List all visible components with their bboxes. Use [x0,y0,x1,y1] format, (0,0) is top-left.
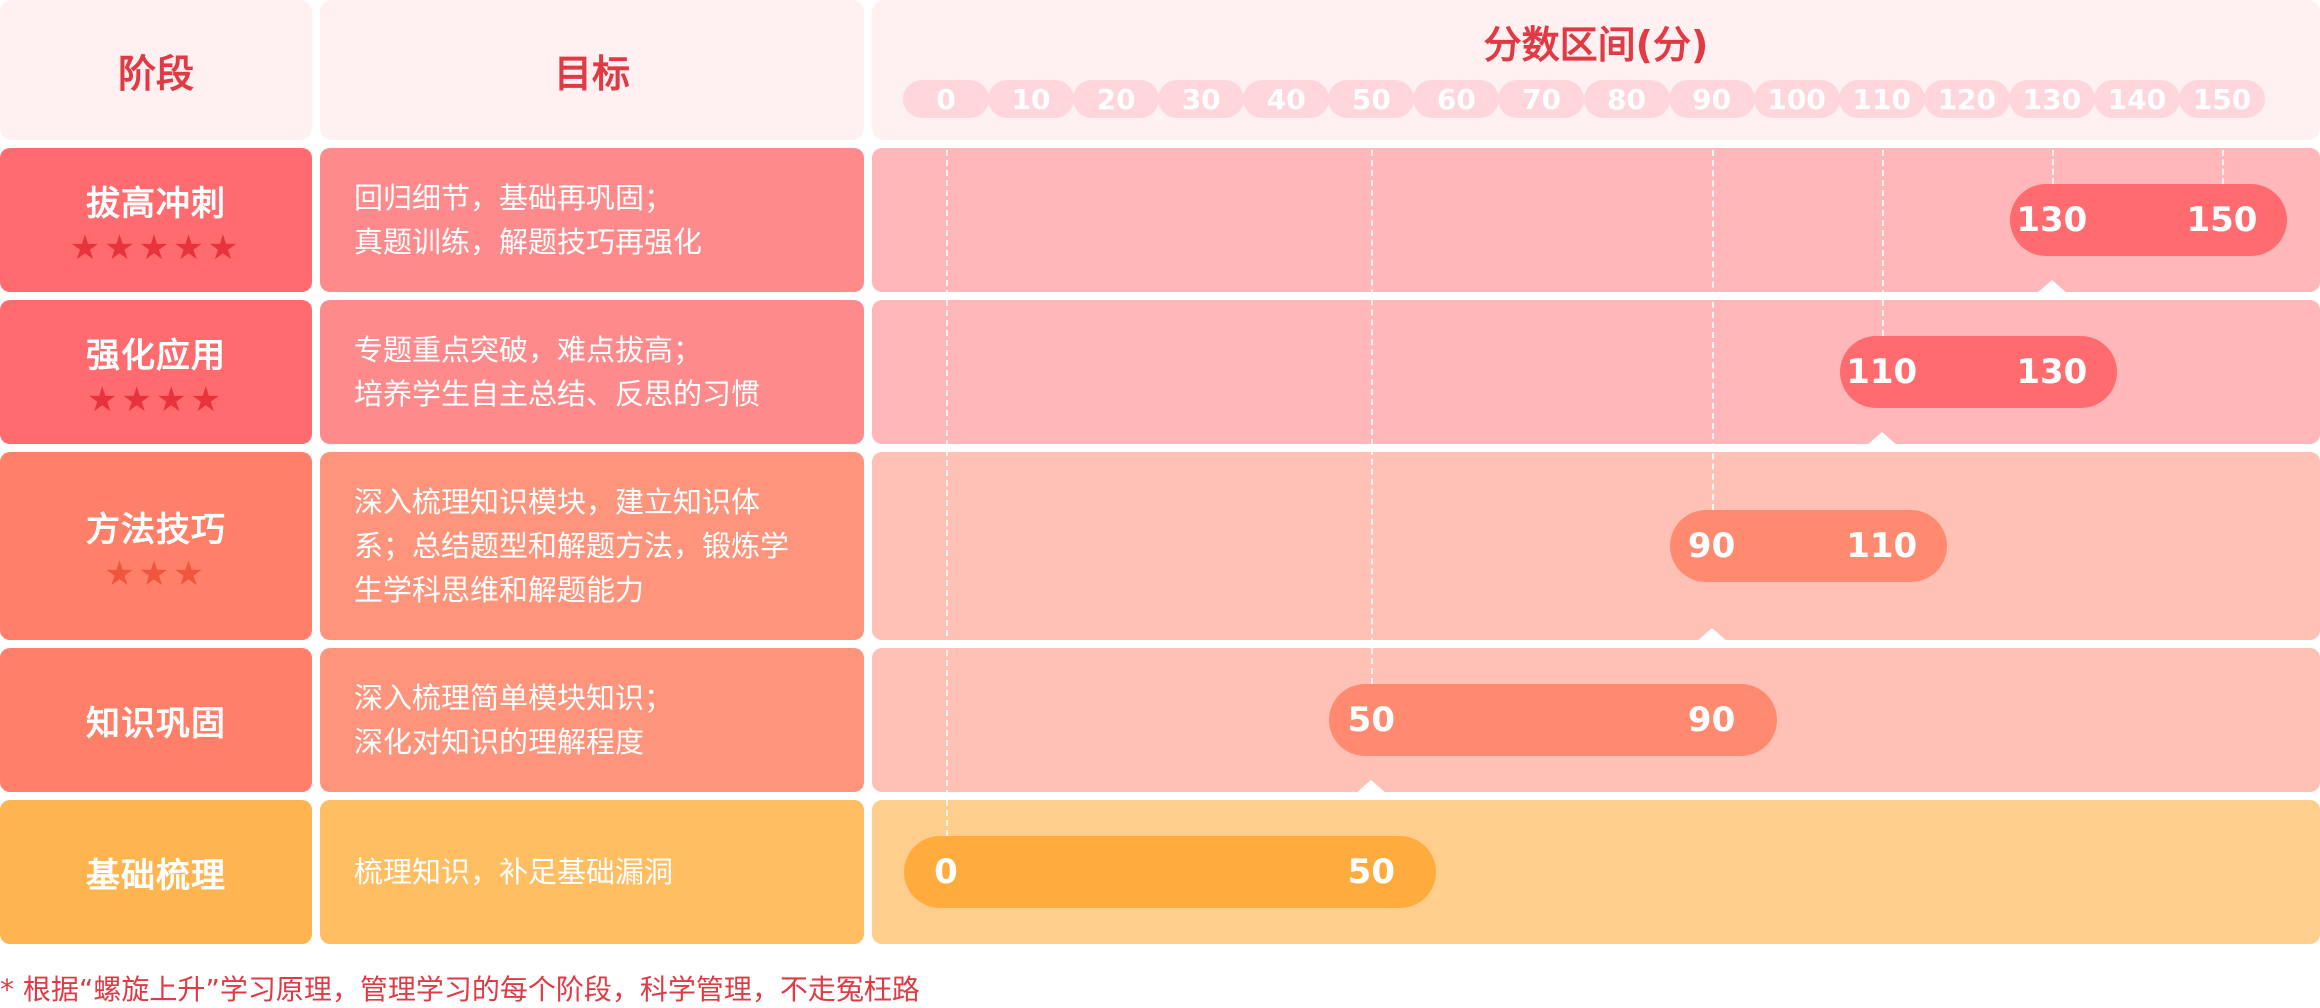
star-icon: ★ [87,379,122,420]
gridline-0 [946,150,948,836]
range-bar: 0 50 [904,836,1437,908]
bar-start-label: 0 [934,852,958,892]
bar-end-label: 110 [1846,526,1918,566]
axis-tick-10: 10 [988,80,1075,118]
bar-end-label: 90 [1687,700,1736,740]
axis-tick-90: 90 [1668,80,1755,118]
axis-tick-50: 50 [1328,80,1415,118]
axis-tick-60: 60 [1413,80,1500,118]
range-header: 分数区间(分) [872,0,2320,140]
goal-cell: 深入梳理简单模块知识； 深化对知识的理解程度 [320,648,864,792]
gridline-90 [1711,150,1714,510]
star-icon: ★ [121,379,156,420]
star-rating: ★★★ [104,557,207,591]
goal-text: 回归细节，基础再巩固； 真题训练，解题技巧再强化 [354,181,703,259]
star-icon: ★ [69,227,105,268]
axis-tick-20: 20 [1073,80,1160,118]
goal-header: 目标 [320,0,864,140]
star-icon: ★ [173,553,208,594]
star-rating: ★★★★ [87,383,225,417]
gridline-50 [1371,150,1374,684]
axis-tick-0: 0 [903,80,989,118]
bar-end-label: 50 [1347,852,1395,892]
stage-cell: 拔高冲刺 ★★★★★ [0,148,312,292]
star-icon: ★ [190,379,225,420]
star-icon: ★ [156,379,191,420]
bar-end-label: 130 [2016,352,2088,392]
star-icon: ★ [138,227,174,268]
row-caret [1695,628,1728,642]
goal-text: 梳理知识，补足基础漏洞 [354,855,674,889]
goal-header-label: 目标 [553,51,630,96]
row-caret [2035,280,2068,294]
goal-cell: 回归细节，基础再巩固； 真题训练，解题技巧再强化 [320,148,864,292]
stage-name: 知识巩固 [86,703,226,744]
goal-text: 深入梳理简单模块知识； 深化对知识的理解程度 [354,681,674,759]
gridline-130 [2051,150,2054,184]
gridline-150 [2222,150,2224,184]
goal-cell: 专题重点突破，难点拔高； 培养学生自主总结、反思的习惯 [320,300,864,444]
row-caret [1865,432,1898,446]
star-icon: ★ [104,227,139,268]
goal-text: 专题重点突破，难点拔高； 培养学生自主总结、反思的习惯 [354,333,761,411]
star-icon: ★ [138,553,174,594]
bar-start-label: 110 [1846,352,1918,392]
star-icon: ★ [104,553,139,594]
range-bar: 110 130 [1839,336,2117,408]
goal-cell: 梳理知识，补足基础漏洞 [320,800,864,944]
axis-tick-120: 120 [1923,80,2010,118]
stage-cell: 基础梳理 [0,800,312,944]
star-icon: ★ [207,227,243,268]
range-bar: 130 150 [2009,184,2287,256]
axis-tick-70: 70 [1498,80,1585,118]
stage-name: 基础梳理 [86,855,226,896]
axis-tick-30: 30 [1158,80,1245,118]
range-bar: 90 110 [1669,510,1947,582]
range-title: 分数区间(分) [1483,23,1709,67]
star-rating: ★★★★★ [70,231,242,265]
stage-name: 方法技巧 [86,509,226,550]
stage-header: 阶段 [0,0,312,140]
goal-cell: 深入梳理知识模块，建立知识体 系；总结题型和解题方法，锻炼学 生学科思维和解题能… [320,452,864,640]
axis-tick-140: 140 [2093,80,2180,118]
axis-tick-110: 110 [1838,80,1925,118]
stage-name: 拔高冲刺 [86,183,226,224]
axis-tick-100: 100 [1753,80,1840,118]
bar-end-label: 150 [2186,200,2258,240]
stage-cell: 强化应用 ★★★★ [0,300,312,444]
axis-tick-130: 130 [2008,80,2095,118]
bar-start-label: 50 [1347,700,1395,740]
star-icon: ★ [173,227,208,268]
axis-tick-80: 80 [1583,80,1670,118]
range-row [872,452,2320,640]
bar-start-label: 130 [2016,200,2088,240]
axis-tick-150: 150 [2179,80,2265,118]
range-bar: 50 90 [1329,684,1777,756]
footnote: * 根据“螺旋上升”学习原理，管理学习的每个阶段，科学管理，不走冤枉路 [0,973,920,1006]
stage-cell: 方法技巧 ★★★ [0,452,312,640]
gridline-110 [1881,150,1884,336]
stage-header-label: 阶段 [117,51,194,96]
goal-text: 深入梳理知识模块，建立知识体 系；总结题型和解题方法，锻炼学 生学科思维和解题能… [354,485,790,607]
stage-cell: 知识巩固 [0,648,312,792]
axis-tick-40: 40 [1243,80,1330,118]
bar-start-label: 90 [1687,526,1736,566]
stage-name: 强化应用 [86,335,226,376]
row-caret [1355,780,1388,794]
